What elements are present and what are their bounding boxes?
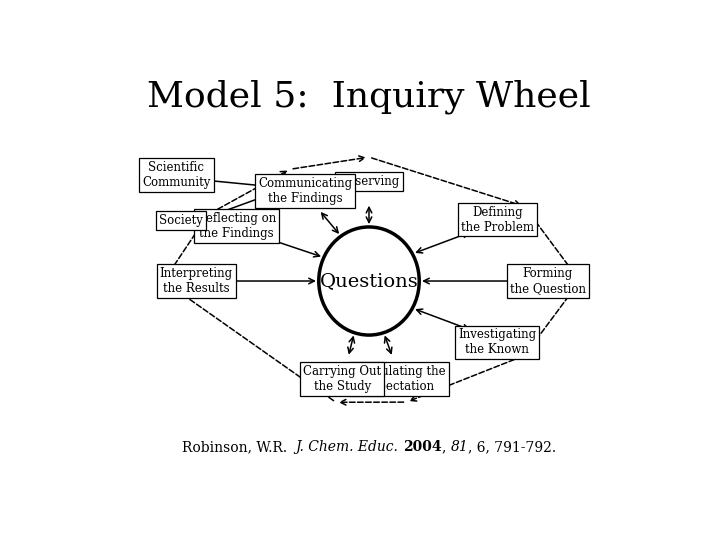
- Text: J. Chem. Educ.: J. Chem. Educ.: [296, 440, 403, 454]
- Text: Questions: Questions: [320, 272, 418, 290]
- Text: 2004: 2004: [403, 440, 441, 454]
- Text: Scientific
Community: Scientific Community: [143, 161, 211, 189]
- Text: Carrying Out
the Study: Carrying Out the Study: [303, 364, 382, 393]
- Text: Articulating the
Expectation: Articulating the Expectation: [352, 364, 446, 393]
- Text: Society: Society: [159, 214, 203, 227]
- Ellipse shape: [319, 227, 419, 335]
- Text: , 6, 791-792.: , 6, 791-792.: [468, 440, 556, 454]
- Text: ,: ,: [441, 440, 450, 454]
- Text: Defining
the Problem: Defining the Problem: [461, 206, 534, 233]
- Text: Reflecting on
the Findings: Reflecting on the Findings: [197, 212, 276, 240]
- Text: Model 5:  Inquiry Wheel: Model 5: Inquiry Wheel: [147, 79, 591, 114]
- Text: Robinson, W.R.: Robinson, W.R.: [182, 440, 296, 454]
- Text: Observing: Observing: [338, 175, 400, 188]
- Text: Communicating
the Findings: Communicating the Findings: [258, 177, 352, 205]
- Text: 81: 81: [450, 440, 468, 454]
- Text: Forming
the Question: Forming the Question: [510, 267, 585, 295]
- Text: Investigating
the Known: Investigating the Known: [458, 328, 536, 356]
- Text: Interpreting
the Results: Interpreting the Results: [159, 267, 233, 295]
